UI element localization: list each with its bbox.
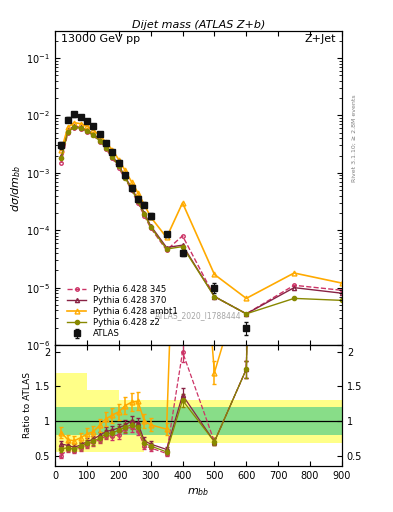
Text: Rivet 3.1.10; ≥ 2.8M events: Rivet 3.1.10; ≥ 2.8M events — [352, 94, 357, 182]
Pythia 6.428 ambt1 — [180, 200, 185, 206]
Pythia 6.428 ambt1 — [84, 123, 89, 130]
Pythia 6.428 370 — [292, 285, 296, 291]
Y-axis label: $d\sigma/dm_{bb}$: $d\sigma/dm_{bb}$ — [9, 164, 23, 211]
Pythia 6.428 z2 — [91, 132, 95, 138]
Pythia 6.428 345 — [110, 155, 115, 161]
Text: ATLAS_2020_I1788444: ATLAS_2020_I1788444 — [155, 311, 242, 320]
X-axis label: $m_{bb}$: $m_{bb}$ — [187, 486, 209, 498]
Pythia 6.428 z2 — [116, 163, 121, 169]
Pythia 6.428 370 — [340, 290, 344, 296]
Pythia 6.428 370 — [136, 197, 140, 203]
Pythia 6.428 345 — [212, 293, 217, 300]
Pythia 6.428 345 — [91, 132, 95, 138]
Pythia 6.428 z2 — [78, 125, 83, 131]
Pythia 6.428 z2 — [292, 295, 296, 302]
Pythia 6.428 ambt1 — [65, 124, 70, 131]
Text: Z+Jet: Z+Jet — [305, 34, 336, 44]
Pythia 6.428 ambt1 — [59, 147, 64, 153]
Pythia 6.428 345 — [136, 200, 140, 206]
Line: Pythia 6.428 z2: Pythia 6.428 z2 — [59, 125, 344, 316]
Pythia 6.428 345 — [123, 176, 127, 182]
Pythia 6.428 ambt1 — [142, 202, 147, 208]
Pythia 6.428 345 — [180, 233, 185, 239]
Pythia 6.428 370 — [116, 162, 121, 168]
Pythia 6.428 345 — [340, 287, 344, 293]
Line: Pythia 6.428 370: Pythia 6.428 370 — [59, 124, 344, 316]
Pythia 6.428 370 — [148, 223, 153, 229]
Y-axis label: Ratio to ATLAS: Ratio to ATLAS — [23, 372, 32, 438]
Pythia 6.428 ambt1 — [136, 190, 140, 196]
Pythia 6.428 z2 — [136, 198, 140, 204]
Pythia 6.428 z2 — [340, 297, 344, 304]
Pythia 6.428 345 — [59, 160, 64, 166]
Pythia 6.428 z2 — [72, 124, 77, 131]
Pythia 6.428 z2 — [244, 311, 249, 317]
Pythia 6.428 370 — [84, 127, 89, 133]
Pythia 6.428 370 — [78, 124, 83, 131]
Pythia 6.428 ambt1 — [212, 271, 217, 278]
Pythia 6.428 z2 — [148, 224, 153, 230]
Pythia 6.428 ambt1 — [148, 214, 153, 220]
Pythia 6.428 370 — [142, 210, 147, 216]
Pythia 6.428 ambt1 — [244, 295, 249, 302]
Pythia 6.428 370 — [91, 131, 95, 137]
Pythia 6.428 370 — [180, 242, 185, 248]
Pythia 6.428 z2 — [142, 211, 147, 217]
Pythia 6.428 345 — [65, 130, 70, 136]
Pythia 6.428 ambt1 — [110, 147, 115, 153]
Pythia 6.428 ambt1 — [104, 139, 108, 145]
Pythia 6.428 345 — [97, 139, 102, 145]
Pythia 6.428 370 — [244, 311, 249, 317]
Pythia 6.428 ambt1 — [72, 120, 77, 126]
Pythia 6.428 ambt1 — [116, 157, 121, 163]
Pythia 6.428 z2 — [97, 138, 102, 144]
Pythia 6.428 ambt1 — [97, 132, 102, 138]
Pythia 6.428 ambt1 — [91, 127, 95, 134]
Pythia 6.428 370 — [65, 127, 70, 134]
Pythia 6.428 ambt1 — [129, 179, 134, 185]
Pythia 6.428 z2 — [84, 128, 89, 134]
Pythia 6.428 z2 — [110, 154, 115, 160]
Pythia 6.428 345 — [142, 212, 147, 219]
Pythia 6.428 345 — [244, 311, 249, 317]
Line: Pythia 6.428 ambt1: Pythia 6.428 ambt1 — [59, 120, 344, 301]
Pythia 6.428 370 — [129, 185, 134, 191]
Pythia 6.428 345 — [164, 247, 169, 253]
Pythia 6.428 345 — [72, 125, 77, 131]
Pythia 6.428 z2 — [129, 186, 134, 192]
Pythia 6.428 370 — [110, 153, 115, 159]
Pythia 6.428 z2 — [212, 293, 217, 300]
Pythia 6.428 370 — [212, 293, 217, 300]
Pythia 6.428 370 — [123, 174, 127, 180]
Pythia 6.428 370 — [72, 123, 77, 130]
Pythia 6.428 ambt1 — [340, 280, 344, 286]
Title: Dijet mass (ATLAS Z+b): Dijet mass (ATLAS Z+b) — [132, 20, 265, 30]
Pythia 6.428 z2 — [59, 155, 64, 161]
Pythia 6.428 z2 — [180, 244, 185, 250]
Pythia 6.428 ambt1 — [292, 270, 296, 276]
Pythia 6.428 z2 — [65, 129, 70, 135]
Pythia 6.428 370 — [97, 137, 102, 143]
Pythia 6.428 345 — [292, 282, 296, 288]
Pythia 6.428 345 — [104, 146, 108, 152]
Pythia 6.428 345 — [78, 126, 83, 132]
Pythia 6.428 345 — [116, 165, 121, 172]
Pythia 6.428 370 — [104, 144, 108, 151]
Pythia 6.428 ambt1 — [123, 167, 127, 174]
Text: 13000 GeV pp: 13000 GeV pp — [61, 34, 140, 44]
Pythia 6.428 345 — [148, 225, 153, 231]
Pythia 6.428 z2 — [104, 145, 108, 151]
Pythia 6.428 z2 — [164, 246, 169, 252]
Pythia 6.428 345 — [129, 187, 134, 193]
Pythia 6.428 345 — [84, 129, 89, 135]
Pythia 6.428 z2 — [123, 175, 127, 181]
Pythia 6.428 370 — [164, 244, 169, 250]
Line: Pythia 6.428 345: Pythia 6.428 345 — [60, 126, 343, 315]
Pythia 6.428 370 — [59, 153, 64, 159]
Pythia 6.428 ambt1 — [164, 234, 169, 241]
Legend: Pythia 6.428 345, Pythia 6.428 370, Pythia 6.428 ambt1, Pythia 6.428 z2, ATLAS: Pythia 6.428 345, Pythia 6.428 370, Pyth… — [64, 282, 181, 342]
Pythia 6.428 ambt1 — [78, 121, 83, 127]
